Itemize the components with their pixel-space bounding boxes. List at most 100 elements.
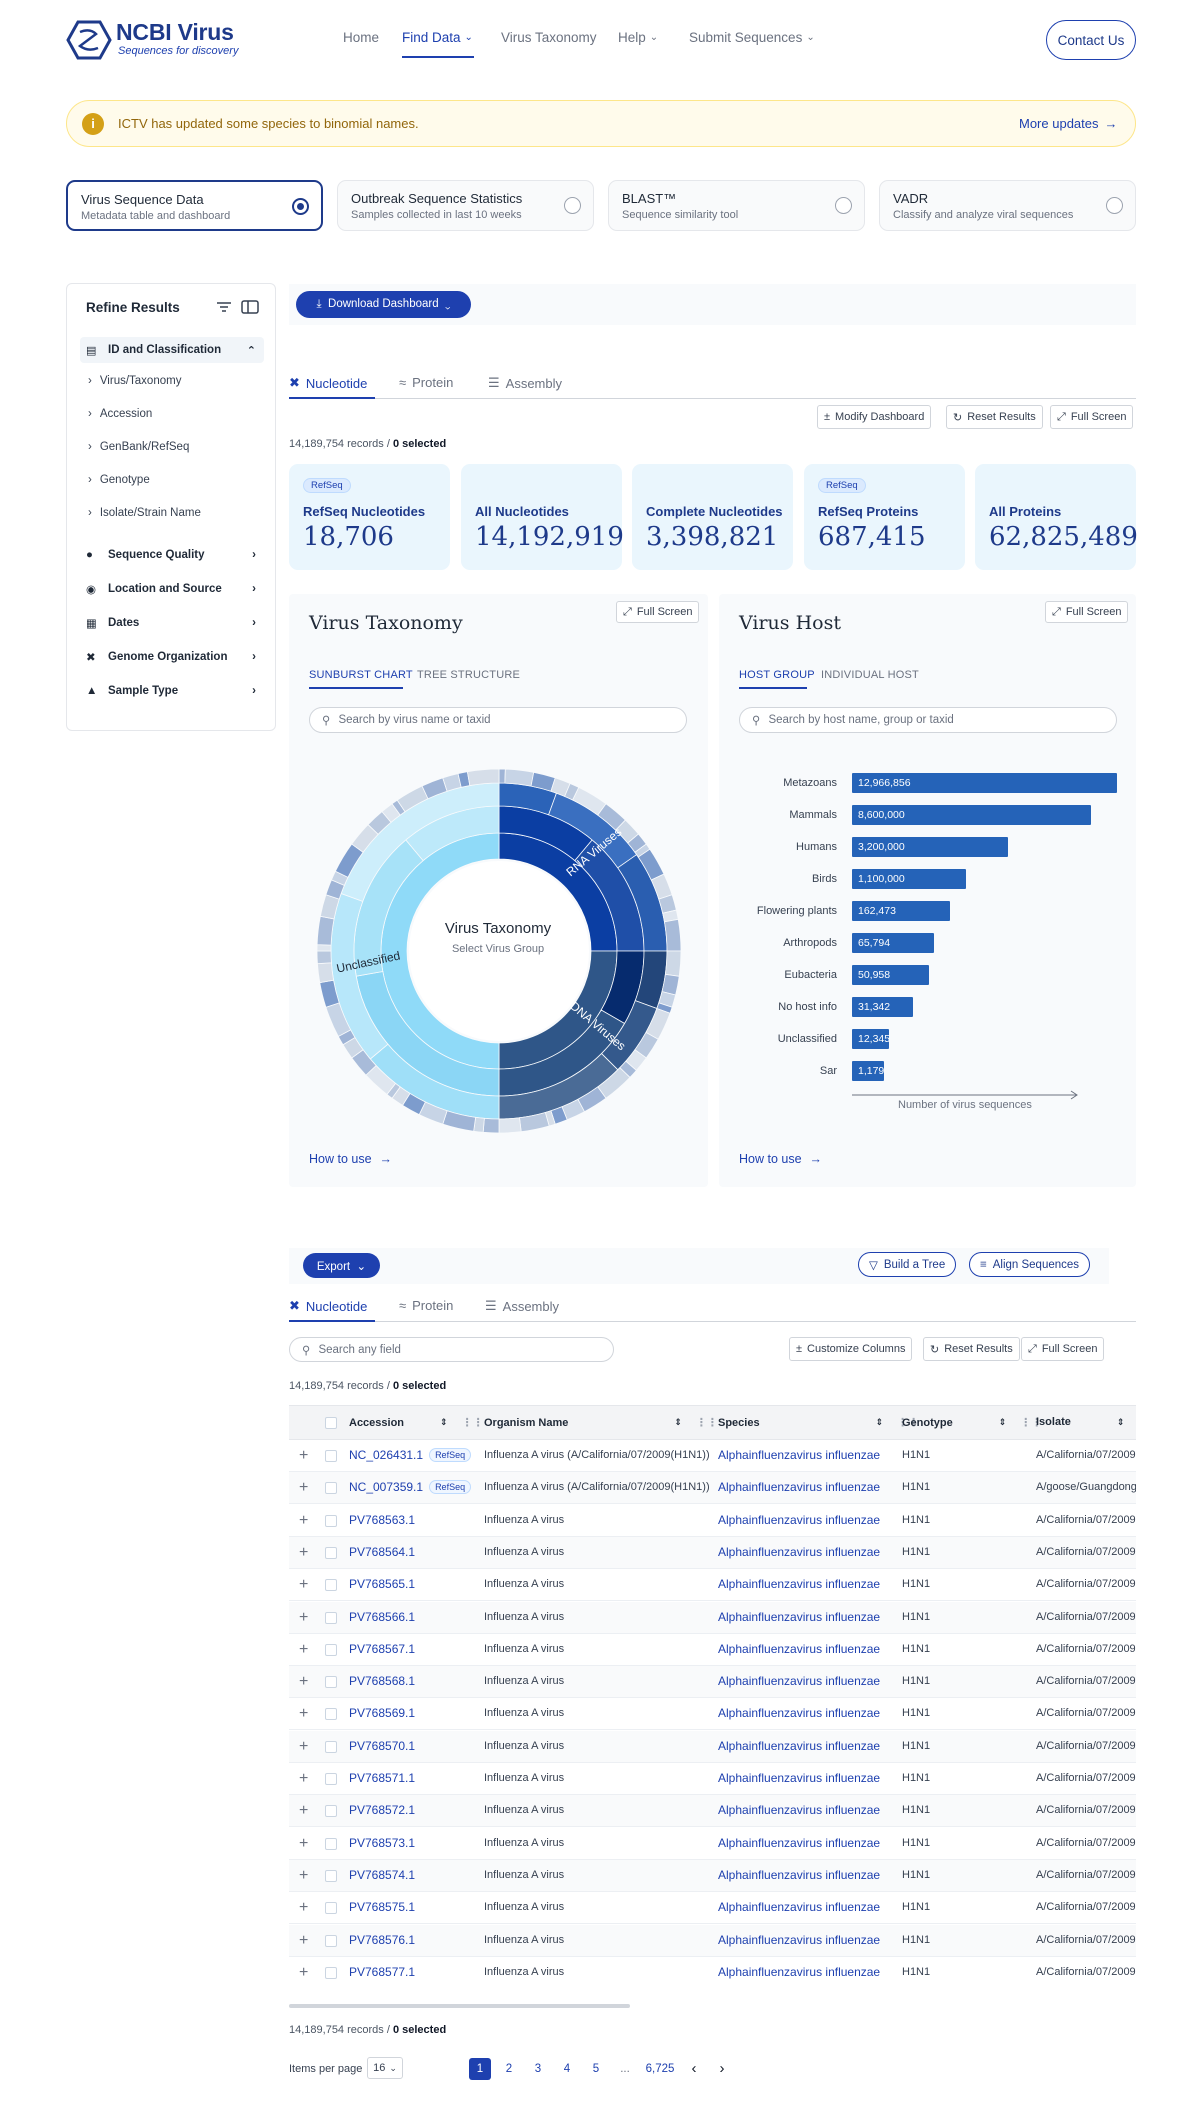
row-checkbox[interactable] — [325, 1643, 337, 1656]
how-to-use-link[interactable]: How to use → — [739, 1152, 822, 1166]
mode-card-blast[interactable]: BLAST™ Sequence similarity tool — [608, 180, 865, 231]
tab-individual-host[interactable]: INDIVIDUAL HOST — [821, 669, 919, 681]
bar[interactable]: 1,179 — [852, 1061, 884, 1081]
accession-link[interactable]: PV768566.1 — [349, 1609, 416, 1624]
tab-assembly[interactable]: ☰ Assembly — [488, 375, 562, 391]
row-checkbox[interactable] — [325, 1773, 337, 1785]
species-link[interactable]: Alphainfluenzavirus influenzae — [718, 1835, 881, 1850]
sunburst-segment[interactable] — [466, 768, 500, 787]
tab-protein[interactable]: ≈ Protein — [399, 375, 453, 390]
accession-cell[interactable]: PV768572.1 — [349, 1803, 415, 1817]
accession-cell[interactable]: PV768576.1 — [349, 1933, 415, 1947]
accession-link[interactable]: PV768573.1 — [349, 1835, 416, 1850]
accession-cell[interactable]: PV768574.1 — [349, 1868, 415, 1882]
reset-results-button[interactable]: ↻ Reset Results — [946, 405, 1043, 429]
page-1[interactable]: 1 — [469, 2058, 491, 2080]
build-tree-button[interactable]: ▽ Build a Tree — [858, 1252, 957, 1277]
accession-cell[interactable]: NC_026431.1 RefSeq — [349, 1448, 472, 1462]
stat-card-all-proteins[interactable]: All Proteins 62,825,489 — [975, 464, 1138, 570]
expand-row-icon[interactable]: + — [299, 1770, 309, 1787]
row-checkbox[interactable] — [325, 1546, 337, 1559]
accession-cell[interactable]: PV768569.1 — [349, 1706, 415, 1720]
species-link[interactable]: Alphainfluenzavirus influenzae — [718, 1803, 881, 1818]
full-screen-button[interactable]: ⤢ Full Screen — [616, 601, 700, 623]
column-header-accession[interactable]: Accession ⇕ ⋮⋮ — [349, 1416, 484, 1430]
full-screen-button[interactable]: ⤢ Full Screen — [1050, 405, 1134, 429]
stat-card-complete-nucleotides[interactable]: Complete Nucleotides 3,398,821 — [632, 464, 793, 570]
accession-link[interactable]: PV768563.1 — [349, 1512, 416, 1527]
table-row[interactable]: + NC_007359.1 RefSeq Influenza A virus (A/C… — [289, 1472, 1136, 1505]
column-header-isolate[interactable]: Isolate ⇕ — [1036, 1416, 1124, 1428]
species-link[interactable]: Alphainfluenzavirus influenzae — [718, 1609, 881, 1624]
expand-row-icon[interactable]: + — [299, 1543, 309, 1561]
accession-cell[interactable]: PV768571.1 — [349, 1771, 415, 1785]
expand-row-icon[interactable]: + — [299, 1802, 309, 1820]
drag-handle-icon[interactable]: ⋮⋮ — [461, 1417, 484, 1429]
table-row[interactable]: + PV768574.1 Influenza A virus Alphainfluen… — [289, 1859, 1136, 1892]
reset-results-button[interactable]: ↻ Reset Results — [923, 1337, 1020, 1361]
table-row[interactable]: + PV768566.1 Influenza A virus Alphainfluen… — [289, 1601, 1136, 1634]
sunburst-segment[interactable] — [316, 944, 332, 952]
select-all-checkbox[interactable] — [325, 1417, 337, 1429]
sidebar-item-genbank-refseq[interactable]: › GenBank/RefSeq — [88, 441, 189, 453]
row-checkbox[interactable] — [325, 1837, 337, 1850]
species-link[interactable]: Alphainfluenzavirus influenzae — [718, 1771, 881, 1785]
expand-row-icon[interactable]: + — [299, 1866, 309, 1884]
section-sample-type[interactable]: ▲ Sample Type › — [80, 678, 264, 704]
how-to-use-link[interactable]: How to use → — [309, 1152, 392, 1166]
bar[interactable]: 8,600,000 — [852, 805, 1091, 825]
sunburst-center[interactable] — [409, 861, 589, 1041]
species-link[interactable]: Alphainfluenzavirus influenzae — [718, 1867, 881, 1882]
expand-row-icon[interactable]: + — [299, 1834, 309, 1852]
section-genome-organization[interactable]: ✖ Genome Organization › — [80, 644, 264, 670]
more-updates-link[interactable]: More updates → — [1019, 116, 1118, 131]
sunburst-segment[interactable] — [504, 768, 535, 787]
horizontal-scrollbar[interactable] — [289, 2004, 630, 2008]
host-search-input[interactable]: ⚲ Search by host name, group or taxid — [739, 707, 1117, 733]
accession-cell[interactable]: PV768575.1 — [349, 1900, 415, 1914]
accession-cell[interactable]: PV768563.1 — [349, 1513, 415, 1527]
tab-nucleotide[interactable]: ✖ Nucleotide — [289, 375, 367, 391]
expand-row-icon[interactable]: + — [299, 1963, 309, 1981]
species-link[interactable]: Alphainfluenzavirus influenzae — [718, 1900, 881, 1915]
sunburst-segment[interactable] — [316, 915, 335, 946]
accession-cell[interactable]: PV768565.1 — [349, 1577, 415, 1591]
drag-handle-icon[interactable]: ⋮⋮ — [695, 1417, 718, 1429]
section-sequence-quality[interactable]: ● Sequence Quality › — [80, 542, 264, 568]
table-row[interactable]: + PV768575.1 Influenza A virus Alphainfluen… — [289, 1892, 1136, 1925]
expand-row-icon[interactable]: + — [299, 1479, 309, 1497]
filter-icon[interactable] — [214, 298, 234, 316]
row-checkbox[interactable] — [325, 1902, 337, 1915]
expand-row-icon[interactable]: + — [299, 1899, 309, 1917]
stat-card-all-nucleotides[interactable]: All Nucleotides 14,192,919 — [461, 464, 624, 570]
section-id-classification[interactable]: ▤ ID and Classification ⌃ — [80, 337, 264, 363]
mode-card-vadr[interactable]: VADR Classify and analyze viral sequence… — [879, 180, 1136, 231]
row-checkbox[interactable] — [325, 1482, 337, 1495]
tab-tree-structure[interactable]: TREE STRUCTURE — [417, 669, 521, 681]
sunburst-chart[interactable] — [309, 768, 689, 1134]
species-link[interactable]: Alphainfluenzavirus influenzae — [718, 1577, 881, 1592]
accession-link[interactable]: PV768576.1 — [349, 1932, 416, 1947]
nav-submit-sequences[interactable]: Submit Sequences ⌄ — [689, 30, 815, 45]
table-row[interactable]: + PV768573.1 Influenza A virus Alphainfluen… — [289, 1828, 1136, 1860]
sidebar-item-isolate[interactable]: › Isolate/Strain Name — [88, 507, 201, 519]
column-header-species[interactable]: Species ⇕ ⋮⋮ — [718, 1416, 920, 1430]
page-2[interactable]: 2 — [505, 2063, 513, 2075]
sunburst-segment[interactable] — [317, 962, 335, 984]
expand-row-icon[interactable]: + — [299, 1673, 309, 1691]
radio[interactable] — [564, 197, 581, 214]
sunburst-segment[interactable] — [316, 950, 332, 965]
accession-link[interactable]: PV768568.1 — [349, 1674, 416, 1689]
table-row[interactable]: + PV768576.1 Influenza A virus Alphainfluen… — [289, 1924, 1136, 1957]
export-button[interactable]: Export ⌄ — [303, 1253, 380, 1278]
species-link[interactable]: Alphainfluenzavirus influenzae — [718, 1738, 881, 1753]
full-screen-button[interactable]: ⤢ Full Screen — [1021, 1337, 1105, 1361]
drag-handle-icon[interactable]: ⋮⋮ — [897, 1417, 920, 1429]
accession-link[interactable]: NC_007359.1 — [349, 1480, 424, 1495]
nav-find-data[interactable]: Find Data ⌄ — [402, 30, 473, 45]
table-row[interactable]: + PV768577.1 Influenza A virus Alphainfluen… — [289, 1957, 1136, 1986]
row-checkbox[interactable] — [325, 1579, 337, 1592]
bar[interactable]: 1,100,000 — [852, 869, 966, 889]
row-checkbox[interactable] — [325, 1966, 337, 1979]
page-3[interactable]: 3 — [534, 2063, 542, 2075]
